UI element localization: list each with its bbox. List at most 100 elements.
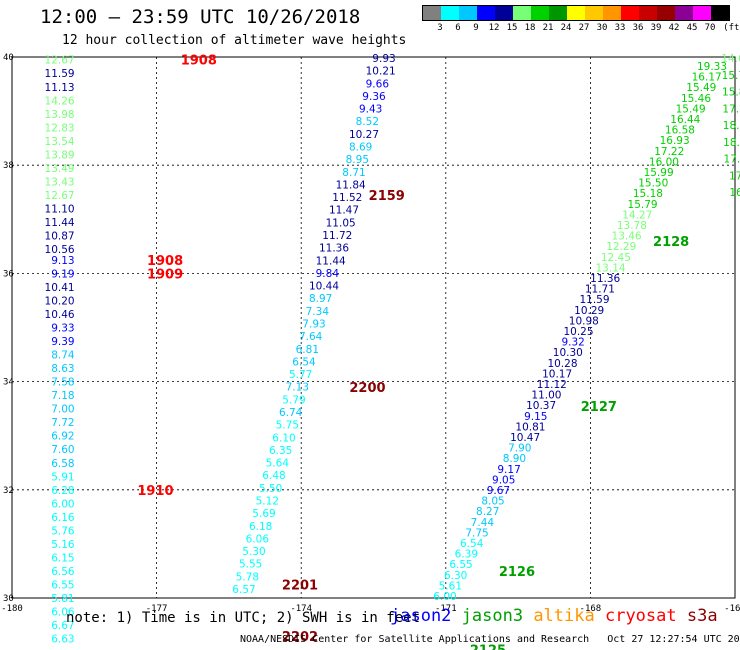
swh-value: 13.14: [596, 262, 626, 274]
swh-value: 5.76: [51, 525, 75, 537]
swh-value: 9.17: [497, 464, 520, 476]
lat-tick-label: 38: [3, 161, 14, 171]
swh-value: 11.59: [45, 68, 75, 80]
swh-value: 6.06: [246, 533, 270, 545]
time-label: 2127: [581, 400, 617, 415]
swh-value: 18.5: [723, 137, 740, 149]
footer-credit: NOAA/NESDIS Center for Satellite Applica…: [240, 634, 740, 645]
swh-value: 13.89: [45, 149, 75, 161]
swh-value: 13.98: [45, 109, 75, 121]
swh-value: 11.44: [316, 255, 346, 267]
time-label: 1908: [181, 54, 217, 69]
swh-value: 5.77: [289, 369, 312, 381]
swh-value: 12.45: [601, 252, 631, 264]
swh-value: 11.84: [336, 179, 366, 191]
map-frame: [11, 56, 736, 599]
swh-value: 10.47: [510, 432, 540, 444]
swh-value: 17.2: [722, 103, 740, 115]
swh-value: 13.43: [45, 176, 75, 188]
legend-label: 45: [686, 23, 698, 33]
time-label: 1909: [147, 267, 183, 282]
swh-value: 10.98: [569, 315, 599, 327]
swh-value: 9.39: [51, 336, 74, 348]
swh-value: 10.28: [547, 358, 577, 370]
swh-value: 6.00: [433, 591, 456, 603]
legend-unit: (ft): [723, 23, 740, 33]
lon-tick-label: -171: [435, 604, 457, 614]
swh-value: 9.36: [362, 91, 386, 103]
swh-value: 6.54: [292, 356, 316, 368]
swh-value: 11.05: [326, 217, 356, 229]
swh-value: 8.27: [476, 506, 499, 518]
legend-swatches: [422, 5, 730, 21]
swh-value: 11.13: [45, 82, 75, 94]
legend-label: 42: [668, 23, 680, 33]
lon-tick-label: -177: [146, 604, 168, 614]
swh-value: 19.33: [697, 61, 727, 73]
time-label: 1910: [137, 484, 173, 499]
time-label: 2202: [282, 630, 318, 645]
swh-value: 13.49: [45, 163, 75, 175]
swh-value: 5.64: [266, 458, 290, 470]
legend-swatch: [675, 6, 693, 20]
legend-label: 18: [524, 23, 536, 33]
swh-value: 7.90: [508, 443, 531, 455]
swh-value: 16.58: [665, 125, 695, 137]
time-label: 2159: [369, 189, 405, 204]
swh-value: 5.75: [276, 420, 299, 432]
legend-swatch: [693, 6, 711, 20]
lon-tick-label: -168: [580, 604, 602, 614]
swh-value: 10.81: [515, 421, 545, 433]
swh-value: 12.67: [45, 190, 75, 202]
swh-value: 10.30: [553, 347, 583, 359]
swh-value: 11.59: [579, 294, 609, 306]
swh-value: 7.00: [51, 404, 74, 416]
swh-value: 9.67: [487, 485, 510, 497]
time-label: 2125: [470, 643, 506, 650]
swh-value: 15.99: [644, 167, 674, 179]
swh-value: 6.06: [51, 607, 75, 619]
swh-value: 8.74: [51, 350, 75, 362]
swh-value: 8.63: [51, 363, 74, 375]
swh-value: 10.87: [45, 231, 75, 243]
satellite-jason3: jason3: [461, 606, 534, 626]
swh-value: 6.39: [455, 549, 478, 561]
swh-value: 7.60: [51, 444, 74, 456]
swh-value: 5.81: [51, 593, 74, 605]
lat-tick-label: 30: [3, 594, 14, 604]
swh-value: 5.79: [282, 394, 305, 406]
swh-value: 9.13: [51, 255, 74, 267]
swh-value: 11.12: [537, 379, 567, 391]
swh-value: 16.93: [660, 135, 690, 147]
swh-value: 10.41: [45, 282, 75, 294]
lat-tick-label: 40: [3, 53, 14, 63]
swh-value: 6.56: [51, 566, 75, 578]
swh-value: 8.97: [309, 293, 332, 305]
swh-value: 9.33: [51, 323, 74, 335]
legend-label: 39: [650, 23, 662, 33]
swh-value: 9.05: [492, 474, 515, 486]
swh-value: 12.83: [45, 122, 75, 134]
swh-value: 7.64: [299, 331, 323, 343]
satellite-s3a: s3a: [686, 606, 718, 626]
legend-label: 21: [542, 23, 554, 33]
swh-value: 11.36: [590, 273, 620, 285]
swh-value: 6.63: [51, 634, 74, 646]
satellite-cryosat: cryosat: [604, 606, 687, 626]
swh-value: 10.25: [563, 326, 593, 338]
swh-value: 6.30: [444, 570, 467, 582]
legend-label: 3: [437, 23, 443, 33]
swh-value: 5.69: [252, 508, 275, 520]
swh-value: 6.92: [51, 431, 74, 443]
swh-value: 18.8: [723, 120, 740, 132]
legend-label: 33: [614, 23, 626, 33]
swh-value: 10.56: [45, 244, 75, 256]
legend-label: 36: [632, 23, 644, 33]
swh-value: 9.43: [359, 104, 382, 116]
swh-value: 6.74: [279, 407, 303, 419]
legend-swatch: [621, 6, 639, 20]
swh-value: 6.81: [296, 344, 319, 356]
swh-value: 11.52: [332, 192, 362, 204]
swh-value: 16.44: [670, 114, 700, 126]
